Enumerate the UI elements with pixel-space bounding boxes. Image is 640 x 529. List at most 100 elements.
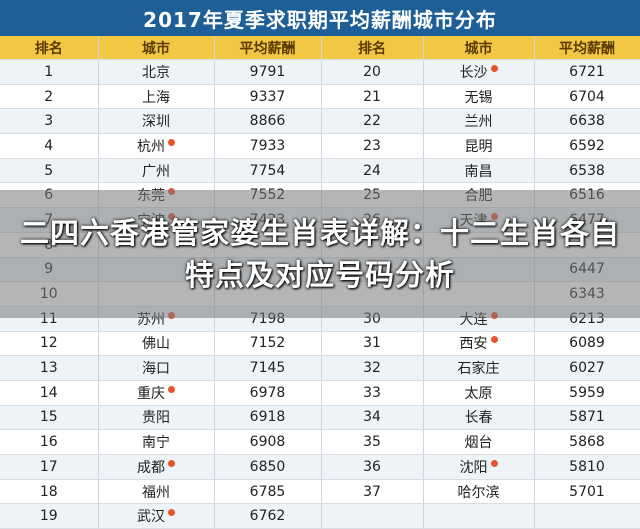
rank-cell: 17 [0,454,99,480]
city-cell: 成都 [98,454,215,480]
salary-cell: 7145 [214,355,322,381]
header-rank-2: 排名 [321,36,424,60]
city-cell-text: 海口 [142,361,170,378]
city-cell: 烟台 [423,429,535,455]
table-row: 15 贵阳 6918 34 长春 5871 [0,405,640,431]
page-title: 2017年夏季求职期平均薪酬城市分布 [143,7,497,32]
rank-cell-text: 13 [39,360,58,377]
salary-cell-text: 6538 [569,162,605,179]
salary-cell-text: 6592 [569,137,605,154]
city-cell: 长沙 [423,59,535,85]
salary-cell: 8866 [214,108,322,135]
city-cell: 无锡 [423,84,535,110]
rank-cell-text: 2 [44,88,54,105]
city-cell: 昆明 [423,133,535,159]
rank-cell: 31 [321,331,424,357]
city-cell-text: 南宁 [142,435,170,452]
marker-dot-icon [168,385,175,393]
city-cell-text: 哈尔滨 [457,484,500,501]
rank-cell: 21 [321,84,424,110]
rank-cell-text: 4 [44,137,54,154]
salary-cell-text: 6918 [249,409,286,426]
rank-cell: 36 [321,454,424,480]
city-cell: 贵阳 [98,405,215,431]
salary-cell: 5868 [534,429,640,455]
salary-cell: 9337 [214,84,322,110]
salary-cell: 6908 [214,429,322,455]
rank-cell: 37 [321,479,424,505]
header-city-2: 城市 [423,36,535,60]
table-row: 17 成都 6850 36 沈阳 5810 [0,454,640,480]
salary-cell: 6704 [534,84,640,110]
marker-dot-icon [168,459,175,467]
salary-cell-text: 6762 [249,508,286,525]
salary-cell-text: 6089 [569,335,605,352]
salary-cell-text: 7145 [249,360,286,377]
overlay-headline: 二四六香港管家婆生肖表详解：十二生肖各自特点及对应号码分析 [20,216,621,292]
rank-cell: 5 [0,158,99,184]
city-cell-text: 武汉 [137,509,165,526]
rank-cell: 32 [321,355,424,381]
city-cell-text: 无锡 [464,89,493,106]
salary-cell-text: 7152 [249,335,286,352]
rank-cell: 13 [0,355,99,381]
rank-cell-text: 14 [39,384,58,401]
salary-cell: 5959 [534,380,640,406]
salary-cell-text: 6785 [249,483,286,500]
salary-cell-text: 5959 [569,384,605,401]
rank-cell-text: 17 [39,458,58,475]
city-cell-text: 烟台 [464,435,493,452]
rank-cell: 4 [0,133,99,159]
rank-cell: 15 [0,405,99,431]
table-row: 14 重庆 6978 33 太原 5959 [0,380,640,406]
rank-cell-text: 5 [44,162,54,179]
city-cell: 南昌 [423,158,535,184]
rank-cell-text: 1 [44,63,54,80]
salary-cell: 6089 [534,331,640,357]
rank-cell: 12 [0,331,99,357]
salary-cell-text: 6721 [569,63,605,80]
rank-cell: 18 [0,479,99,505]
city-cell: 长春 [423,405,535,431]
header-salary-2: 平均薪酬 [534,36,640,60]
city-cell: 上海 [98,84,215,110]
rank-cell-text: 35 [363,434,381,451]
rank-cell-text: 3 [44,113,54,130]
header-city-1: 城市 [98,36,215,60]
table-row: 5 广州 7754 24 南昌 6538 [0,158,640,184]
marker-dot-icon [168,138,175,146]
salary-cell: 7152 [214,331,322,357]
salary-cell-text: 7933 [249,137,286,154]
city-cell: 沈阳 [423,454,535,480]
salary-cell-text: 8866 [249,113,286,130]
rank-cell-text: 21 [363,88,381,105]
salary-cell: 6850 [214,454,322,480]
marker-dot-icon [490,336,498,344]
rank-cell-text: 12 [39,335,58,352]
table-row: 18 福州 6785 37 哈尔滨 5701 [0,479,640,505]
salary-cell-text: 5810 [569,458,605,475]
salary-cell: 6721 [534,59,640,85]
city-cell: 佛山 [98,331,215,357]
salary-cell: 6785 [214,479,322,505]
city-cell: 海口 [98,355,215,381]
rank-cell: 2 [0,84,99,110]
city-cell-text: 太原 [464,385,493,402]
rank-cell-text: 36 [363,458,381,475]
city-cell: 太原 [423,380,535,406]
city-cell-text: 北京 [142,64,170,81]
title-bar: 2017年夏季求职期平均薪酬城市分布 [0,0,640,36]
city-cell-text: 贵阳 [142,410,170,427]
table-row: 13 海口 7145 32 石家庄 6027 [0,355,640,381]
city-cell-text: 昆明 [464,138,493,155]
salary-cell-text: 5701 [569,483,605,500]
city-cell-text: 西安 [459,336,488,353]
marker-dot-icon [168,509,175,517]
table-header-row: 排名 城市 平均薪酬 排名 城市 平均薪酬 [0,36,640,60]
rank-cell: 16 [0,429,99,455]
rank-cell-text: 20 [363,63,381,80]
table-row: 4 杭州 7933 23 昆明 6592 [0,133,640,159]
city-cell-text: 佛山 [142,336,170,353]
city-cell-text: 兰州 [464,114,493,131]
overlay-banner: 二四六香港管家婆生肖表详解：十二生肖各自特点及对应号码分析 [0,190,640,318]
